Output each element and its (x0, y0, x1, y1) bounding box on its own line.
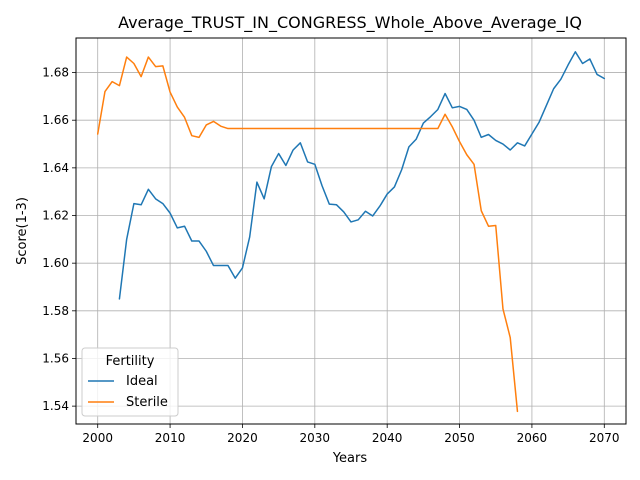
y-tick-label: 1.58 (42, 304, 69, 318)
chart-title: Average_TRUST_IN_CONGRESS_Whole_Above_Av… (118, 13, 582, 33)
y-tick-label: 1.56 (42, 351, 69, 365)
y-axis-label: Score(1-3) (15, 197, 30, 265)
y-tick-label: 1.62 (42, 209, 69, 223)
y-tick-label: 1.66 (42, 113, 69, 127)
legend-title: Fertility (106, 354, 155, 369)
y-tick-label: 1.68 (42, 66, 69, 80)
x-tick-label: 2030 (300, 431, 331, 445)
legend: Fertility Ideal Sterile (81, 347, 179, 417)
y-tick-label: 1.60 (42, 256, 69, 270)
x-tick-label: 2020 (227, 431, 258, 445)
x-tick-label: 2070 (589, 431, 620, 445)
x-tick-label: 2060 (517, 431, 548, 445)
x-tick-label: 2040 (372, 431, 403, 445)
ticks: 2000 2010 2020 2030 2040 2050 2060 2070 1.54 1.56… (42, 66, 619, 445)
series-lines (96, 51, 606, 413)
x-tick-label: 2000 (82, 431, 113, 445)
series-line-ideal (118, 51, 606, 300)
y-tick-label: 1.54 (42, 399, 69, 413)
axes-frame (75, 37, 627, 425)
x-tick-label: 2010 (155, 431, 186, 445)
x-axis-label: Years (332, 451, 368, 466)
legend-box (81, 347, 179, 417)
legend-label-ideal: Ideal (126, 374, 158, 389)
x-tick-label: 2050 (444, 431, 475, 445)
series-line-sterile (96, 56, 519, 413)
grid (76, 38, 626, 424)
legend-label-sterile: Sterile (126, 395, 168, 410)
y-tick-label: 1.64 (42, 161, 69, 175)
